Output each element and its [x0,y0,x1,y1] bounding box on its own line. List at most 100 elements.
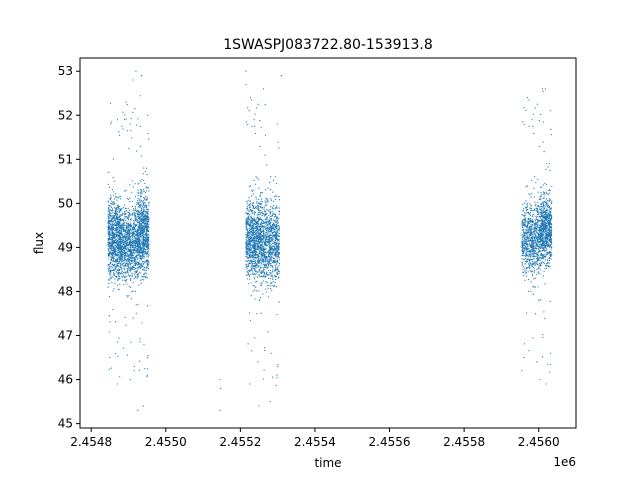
data-point [275,384,277,387]
data-point [117,246,119,248]
data-point [254,289,256,291]
data-point [142,241,144,243]
data-point [108,171,110,173]
data-point [537,178,539,180]
data-point [122,260,124,262]
data-point [268,247,270,249]
data-point [127,274,129,276]
data-point [136,220,138,222]
data-point [132,234,134,236]
data-point [116,223,118,225]
data-point [269,234,271,236]
data-point [126,216,128,218]
data-point [246,205,248,207]
data-point [132,255,134,257]
data-point [272,240,274,242]
data-point [262,271,264,273]
data-point [261,192,263,194]
data-point [123,249,126,251]
data-point [253,237,255,239]
data-point [531,265,534,268]
data-point [252,267,255,269]
data-point [531,227,533,229]
data-point [136,212,138,214]
data-point [537,267,539,270]
data-point [256,239,258,241]
data-point [252,253,254,255]
data-point [113,180,115,182]
data-point [132,240,134,242]
data-point [108,267,110,269]
data-point [263,272,265,274]
data-point [262,212,264,214]
data-point [121,270,124,272]
data-point [123,230,125,233]
data-point [148,201,150,203]
data-point [252,225,254,227]
data-point [132,224,134,226]
data-point [524,269,526,272]
data-point [259,237,262,239]
data-point [251,350,253,352]
data-point [260,206,262,208]
data-point [526,259,528,261]
data-point [269,244,271,247]
data-point [256,313,258,315]
data-point [250,216,252,218]
data-point [118,238,120,241]
data-point [275,224,278,226]
data-point [249,219,252,221]
data-point [124,263,127,266]
data-point [263,258,265,260]
data-point [538,235,540,237]
data-point [148,234,150,236]
data-point [258,248,260,250]
data-point [273,223,275,225]
data-point [146,376,148,378]
data-point [258,261,260,263]
data-point [132,250,135,252]
data-point [114,237,116,239]
data-point [139,267,141,269]
data-point [266,229,269,231]
data-point [139,338,141,340]
data-point [131,242,133,244]
data-point [254,337,256,339]
data-point [128,228,130,230]
data-point [111,224,113,226]
data-point [273,241,275,243]
data-point [144,201,146,204]
data-point [120,253,123,255]
data-point [114,264,116,266]
data-point [275,254,277,256]
data-point [260,244,263,247]
data-point [532,293,534,295]
data-point [261,222,263,225]
chart-title: 1SWASPJ083722.80-153913.8 [223,37,432,53]
data-point [266,198,268,200]
data-point [251,239,253,241]
data-point [272,214,274,217]
data-point [525,272,527,275]
data-point [272,243,274,245]
data-point [112,265,115,267]
data-point [526,254,528,256]
data-point [113,242,116,244]
data-point [147,256,150,258]
data-point [110,212,112,214]
data-point [272,277,274,279]
data-point [112,270,115,272]
data-point [111,266,114,268]
data-point [141,257,143,259]
data-point [246,268,248,270]
data-point [124,271,126,274]
data-point [257,206,260,208]
data-point [273,228,275,230]
data-point [273,200,275,202]
data-point [272,235,274,237]
data-point [530,209,533,211]
data-point [116,236,118,238]
data-point [274,235,276,238]
data-point [117,274,119,276]
data-point [114,265,116,267]
